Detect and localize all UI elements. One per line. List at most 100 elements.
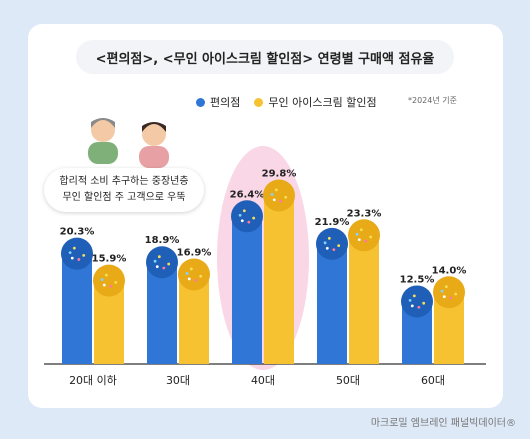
- value-label-1-1: 16.9%: [177, 247, 212, 258]
- bar-sprinkle-1-0-0: [114, 280, 118, 284]
- bar-sprinkle-1-3-0: [369, 235, 373, 239]
- value-label-1-2: 29.8%: [262, 168, 297, 179]
- category-label-0: 20대 이하: [69, 373, 117, 387]
- person-man-icon-head: [91, 118, 115, 142]
- bar-sprinkle-0-0-3: [68, 251, 72, 255]
- bar-sprinkle-0-0-2: [70, 256, 74, 260]
- bar-cap-1-3: [348, 219, 380, 252]
- bar-sprinkle-1-1-1: [194, 278, 198, 282]
- category-label-1: 30대: [166, 374, 190, 387]
- bar-sprinkle-1-2-4: [274, 188, 278, 192]
- bar-sprinkle-0-3-1: [332, 248, 336, 252]
- note: *2024년 기준: [408, 96, 457, 105]
- bar-sprinkle-1-2-3: [270, 193, 274, 196]
- bar-sprinkle-1-0-4: [104, 273, 108, 277]
- bar-sprinkle-0-2-4: [242, 209, 246, 213]
- bar-cap-0-3: [316, 227, 348, 260]
- legend-label-convenience: 편의점: [210, 96, 241, 109]
- bar-sprinkle-1-0-2: [102, 283, 106, 287]
- legend-label-icecream: 무인 아이스크림 할인점: [268, 96, 377, 109]
- value-label-1-3: 23.3%: [347, 208, 382, 219]
- bar-sprinkle-1-3-4: [359, 228, 363, 232]
- bar-sprinkle-1-3-2: [357, 238, 361, 242]
- bar-convenience-2: [232, 202, 262, 364]
- legend: 편의점 무인 아이스크림 할인점: [196, 94, 377, 110]
- person-man-icon-body: [88, 142, 118, 164]
- legend-item-icecream: 무인 아이스크림 할인점: [254, 94, 377, 110]
- bar-sprinkle-1-2-2: [272, 198, 276, 202]
- person-man-icon-hair: [91, 118, 115, 128]
- person-woman-icon-head: [142, 122, 166, 146]
- bar-sprinkle-1-4-0: [454, 292, 458, 296]
- bar-sprinkle-0-2-0: [252, 216, 256, 220]
- legend-dot-yellow: [254, 97, 264, 107]
- bar-convenience-3: [317, 229, 347, 364]
- category-label-4: 60대: [421, 374, 445, 387]
- bar-sprinkle-1-1-4: [189, 267, 193, 271]
- legend-dot-blue: [196, 97, 205, 107]
- value-label-1-4: 14.0%: [432, 265, 467, 276]
- bar-cap-1-1: [178, 258, 210, 291]
- bar-sprinkle-0-1-0: [167, 262, 171, 266]
- bar-cap-0-1: [146, 246, 178, 279]
- value-label-0-3: 21.9%: [315, 217, 350, 228]
- bar-sprinkle-0-0-0: [82, 254, 86, 257]
- bar-cap-1-0: [93, 264, 125, 297]
- bar-sprinkle-0-4-4: [412, 294, 416, 298]
- value-label-0-4: 12.5%: [400, 274, 435, 285]
- person-woman-icon-body: [139, 146, 169, 168]
- bar-sprinkle-0-4-0: [422, 301, 426, 305]
- chart-title: <편의점>, <무인 아이스크림 할인점> 연령별 구매액 점유율: [76, 40, 454, 74]
- bar-sprinkle-1-2-1: [279, 199, 283, 203]
- highlight-ellipse: [217, 146, 309, 370]
- bar-sprinkle-0-1-1: [162, 266, 166, 270]
- value-label-0-0: 20.3%: [60, 227, 95, 238]
- bar-icecream-2: [264, 181, 294, 364]
- category-label-3: 50대: [336, 374, 360, 387]
- value-label-0-1: 18.9%: [145, 235, 180, 246]
- bar-sprinkle-0-4-2: [410, 304, 414, 308]
- bar-sprinkle-0-3-0: [337, 244, 341, 248]
- bar-convenience-0: [62, 239, 92, 364]
- value-label-1-0: 15.9%: [92, 254, 127, 265]
- bar-convenience-1: [147, 248, 177, 364]
- bar-sprinkle-1-4-2: [442, 295, 446, 299]
- bar-sprinkle-0-4-3: [408, 298, 412, 302]
- bar-cap-1-4: [433, 276, 465, 309]
- bar-cap-1-2: [263, 179, 295, 212]
- bar-sprinkle-0-3-4: [327, 236, 331, 240]
- callout-bubble: 합리적 소비 추구하는 중장년층 무인 할인점 주 고객으로 우뚝: [44, 168, 204, 212]
- bar-sprinkle-1-4-4: [444, 285, 448, 289]
- bar-cap-0-4: [401, 285, 433, 318]
- bar-sprinkle-0-3-2: [325, 246, 329, 250]
- bar-cap-0-0: [61, 237, 93, 270]
- category-label-2: 40대: [251, 374, 275, 387]
- bar-sprinkle-1-0-1: [109, 285, 113, 288]
- bar-sprinkle-1-2-0: [284, 195, 288, 199]
- bar-sprinkle-0-2-2: [240, 219, 244, 223]
- bar-cap-0-2: [231, 200, 263, 233]
- source-text: 마크로밀 엠브레인 패널빅데이터®: [370, 418, 516, 429]
- bar-sprinkle-0-2-3: [238, 213, 242, 217]
- bar-icecream-3: [349, 221, 379, 364]
- bar-sprinkle-0-3-3: [323, 241, 327, 245]
- bar-sprinkle-1-4-1: [449, 296, 453, 300]
- bar-sprinkle-0-0-1: [77, 258, 81, 261]
- bar-sprinkle-1-0-3: [100, 278, 104, 281]
- value-label-0-2: 26.4%: [230, 189, 265, 200]
- bar-sprinkle-1-1-3: [185, 272, 189, 275]
- callout-line1: 합리적 소비 추구하는 중장년층: [59, 176, 189, 187]
- bar-sprinkle-0-1-3: [153, 259, 157, 263]
- bar-sprinkle-1-1-0: [199, 274, 203, 278]
- bar-sprinkle-1-1-2: [187, 277, 191, 281]
- bar-sprinkle-0-4-1: [417, 305, 421, 309]
- bar-sprinkle-0-0-4: [72, 246, 76, 250]
- callout-line2: 무인 할인점 주 고객으로 우뚝: [62, 192, 186, 203]
- bar-sprinkle-0-2-1: [247, 220, 251, 224]
- legend-item-convenience: 편의점: [196, 94, 240, 110]
- bar-sprinkle-0-1-2: [155, 265, 159, 269]
- bar-sprinkle-1-4-3: [440, 289, 444, 293]
- bar-sprinkle-1-3-1: [364, 239, 368, 243]
- bar-sprinkle-1-3-3: [355, 232, 359, 236]
